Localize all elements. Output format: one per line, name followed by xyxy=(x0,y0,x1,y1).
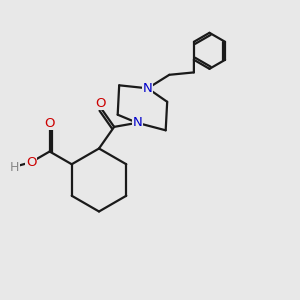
Text: H: H xyxy=(10,161,19,174)
Text: O: O xyxy=(44,117,55,130)
Text: O: O xyxy=(95,97,106,110)
Text: N: N xyxy=(132,116,142,129)
Text: O: O xyxy=(26,156,37,169)
Text: N: N xyxy=(143,82,153,95)
Text: N: N xyxy=(132,116,142,129)
